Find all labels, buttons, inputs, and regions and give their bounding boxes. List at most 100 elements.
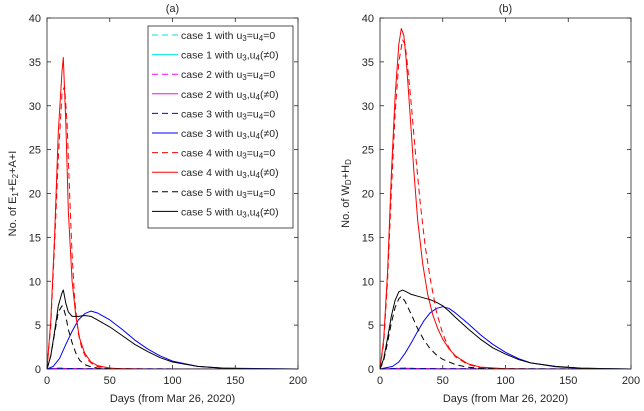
legend-entry-part: ,u [247,128,256,140]
legend-entry-part: =u [247,148,259,160]
legend-entry-part: =0 [263,69,275,81]
series-line-8 [47,56,298,369]
y-tick-label: 0 [368,364,374,376]
y-tick-label: 15 [362,232,374,244]
legend-entry-part: 3 [242,34,247,43]
legend-entry-part: ,u [247,206,256,218]
legend-entry-part: 4 [256,210,261,219]
y-tick-label: 5 [35,320,41,332]
y-axis-label-part: +A+I [7,151,19,174]
y-axis-label-part: No. of E [7,197,19,237]
series-line-7 [380,39,631,369]
legend-entry-part: case 4 with u [181,167,242,179]
legend-entry-part: case 3 with u [181,108,242,120]
legend-entry-part: 3 [242,210,247,219]
legend-entry-part: 3 [242,191,247,200]
legend-entry-part: =u [247,108,259,120]
y-tick-label: 10 [362,276,374,288]
legend-entry-part: ,u [247,167,256,179]
y-axis-label-part: +E [7,178,19,192]
legend-entry: case 4 with u3=u4=0 [181,148,275,161]
series-line-8 [380,28,631,369]
axes-box [379,17,632,370]
legend-entry-part: case 2 with u [181,69,242,81]
legend-entry-part: =u [247,30,259,42]
chart-title: (a) [166,3,179,15]
legend-entry: case 2 with u3=u4=0 [181,69,275,82]
legend-box [147,25,294,229]
x-axis-label: Days (from Mar 26, 2020) [110,393,235,405]
legend-entry-part: =u [247,187,259,199]
x-tick-label: 0 [44,375,50,387]
x-tick-label: 150 [559,375,577,387]
legend-entry-part: case 5 with u [181,206,242,218]
legend-entry-part: case 1 with u [181,50,242,62]
legend-entry-part: (≠0) [260,89,279,101]
y-axis-label-part: D [344,159,353,165]
y-tick-label: 30 [362,101,374,113]
x-tick-label: 200 [289,375,307,387]
legend-entry-part: 4 [256,132,261,141]
series-line-9 [47,305,298,369]
x-tick-label: 0 [377,375,383,387]
legend-entry-part: 3 [242,112,247,121]
legend-entry-part: 4 [259,191,264,200]
legend-entry: case 5 with u3,u4(≠0) [181,206,279,219]
x-tick-label: 50 [437,375,449,387]
legend-entry-part: 3 [242,54,247,63]
series-line-10 [47,289,298,369]
legend-entry: case 1 with u3=u4=0 [181,30,275,43]
legend-entry-part: case 3 with u [181,128,242,140]
legend-entry: case 5 with u3=u4=0 [181,187,275,200]
y-tick-label: 5 [368,320,374,332]
legend-entry: case 3 with u3=u4=0 [181,108,275,121]
legend-entry-part: =u [247,69,259,81]
y-tick-label: 15 [29,232,41,244]
y-tick-label: 30 [29,101,41,113]
y-tick-label: 40 [29,13,41,25]
y-tick-label: 0 [35,364,41,376]
legend-entry-part: 4 [259,73,264,82]
x-tick-label: 50 [104,375,116,387]
legend-entry-part: (≠0) [260,128,279,140]
legend-entry-part: =0 [263,30,275,42]
x-tick-label: 150 [226,375,244,387]
y-tick-label: 35 [29,57,41,69]
legend-entry: case 4 with u3,u4(≠0) [181,167,279,180]
legend-entry-part: (≠0) [260,167,279,179]
y-axis-label-part: D [344,179,353,185]
legend-entry-part: 4 [256,93,261,102]
legend-entry-part: (≠0) [260,50,279,62]
y-tick-label: 40 [362,13,374,25]
series-line-10 [380,289,631,369]
legend-entry-part: 3 [242,93,247,102]
legend-entry-part: 3 [242,132,247,141]
chart-title: (b) [499,3,512,15]
x-axis-label: Days (from Mar 26, 2020) [443,393,568,405]
x-tick-label: 100 [496,375,514,387]
legend-entry-part: =0 [263,108,275,120]
y-axis-label-part: No. of W [340,184,352,227]
series-line-6 [380,306,631,369]
y-tick-label: 20 [29,189,41,201]
legend-entry: case 3 with u3,u4(≠0) [181,128,279,141]
y-tick-label: 20 [362,189,374,201]
y-tick-label: 25 [29,145,41,157]
legend-entry-part: case 2 with u [181,89,242,101]
series-line-9 [380,295,631,369]
y-tick-label: 25 [362,145,374,157]
legend-entry-part: 4 [259,152,264,161]
legend-entry-part: 3 [242,171,247,180]
y-axis-label: No. of E1+E2+A+I [7,151,20,237]
y-axis-label-part: +H [340,165,352,179]
x-tick-label: 200 [622,375,640,387]
x-tick-label: 100 [163,375,181,387]
legend-entry-part: case 1 with u [181,30,242,42]
legend-entry: case 1 with u3,u4(≠0) [181,50,279,63]
legend-entry: case 2 with u3,u4(≠0) [181,89,279,102]
y-axis-label-part: 1 [11,192,20,197]
legend-entry-part: =0 [263,148,275,160]
series-group [380,28,631,369]
